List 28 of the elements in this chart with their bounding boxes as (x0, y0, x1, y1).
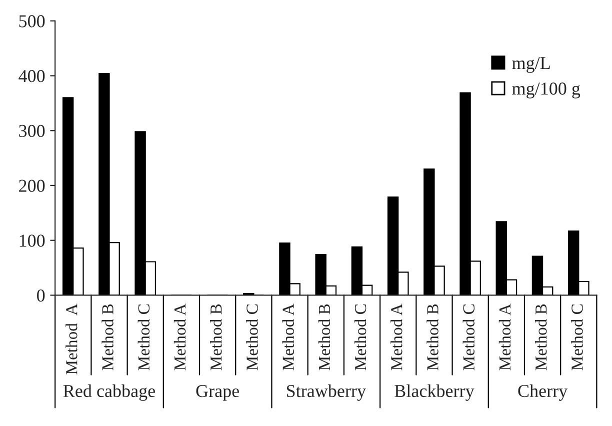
x-tick-label: Method C (138, 304, 150, 370)
y-tick-label: 100 (20, 234, 45, 247)
x-tick-label: Method C (354, 304, 366, 370)
legend-label: mg/L (512, 57, 550, 73)
y-tick-label: 200 (19, 180, 45, 192)
x-tick-label: Method C (246, 304, 258, 370)
x-tick-label: Method B (426, 304, 438, 370)
x-tick-label: Method B (210, 304, 222, 370)
y-tick-label: 500 (19, 15, 45, 28)
legend-label: mg/100 g (512, 82, 580, 98)
x-tick-label: Method A (282, 304, 294, 370)
x-tick-label: Method A (390, 304, 402, 370)
text: Cherry (518, 384, 568, 401)
text: Strawberry (286, 384, 366, 401)
y-tick-label: 300 (19, 124, 45, 138)
y-tick-label: 400 (18, 70, 45, 82)
text: Grape (196, 384, 239, 401)
x-tick-label: Method A (174, 304, 186, 370)
x-tick-label: Method A (498, 304, 511, 370)
x-tick-label: Method C (571, 304, 583, 370)
x-tick-label: Method B (318, 304, 330, 370)
x-tick-label: Method B (102, 304, 114, 370)
x-tick-label: Method B (534, 304, 547, 370)
x-tick-label: Method A (66, 304, 78, 374)
text: Blackberry (394, 384, 474, 401)
x-tick-label: Method C (462, 304, 474, 370)
y-tick-label: 0 (37, 289, 45, 302)
text: Red cabbage (63, 384, 155, 401)
